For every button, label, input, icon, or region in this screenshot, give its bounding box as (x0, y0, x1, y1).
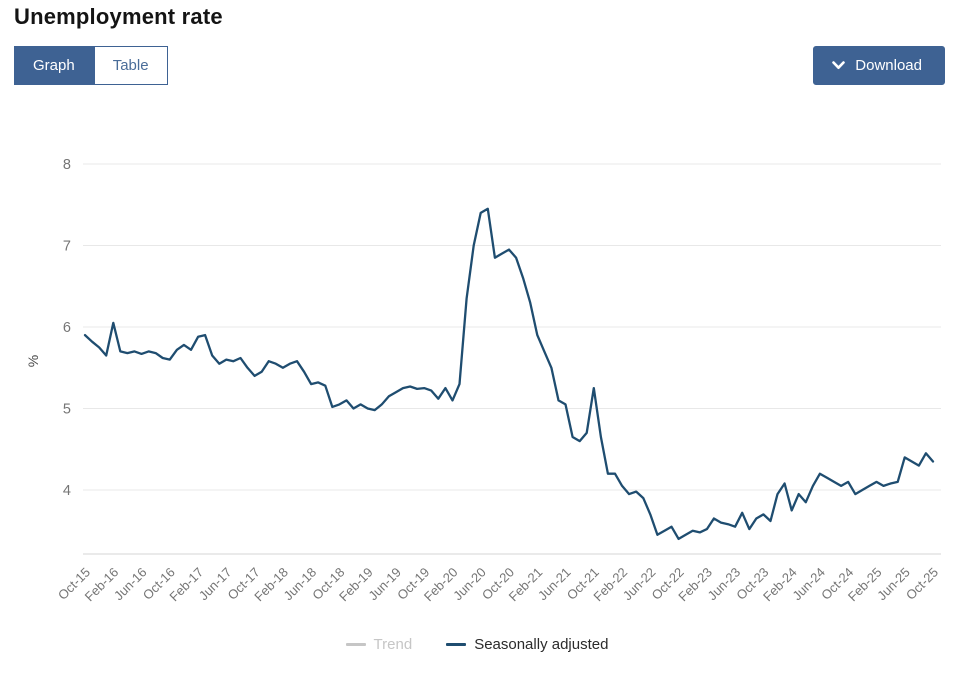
legend-label-seasonally-adjusted: Seasonally adjusted (474, 636, 609, 653)
legend-label-trend: Trend (373, 636, 413, 653)
svg-text:Oct-25: Oct-25 (903, 565, 941, 603)
gridlines (83, 163, 941, 491)
legend-item-seasonally-adjusted[interactable]: Seasonally adjusted (446, 636, 608, 653)
download-button-label: Download (855, 57, 922, 74)
toolbar: Graph Table Download (0, 46, 954, 85)
svg-text:5: 5 (63, 402, 71, 418)
page-title: Unemployment rate (14, 4, 223, 29)
chart-legend: Trend Seasonally adjusted (0, 636, 954, 653)
svg-text:8: 8 (63, 157, 71, 173)
x-axis-tick-labels: Oct-15Feb-16Jun-16Oct-16Feb-17Jun-17Oct-… (55, 565, 941, 605)
svg-text:7: 7 (63, 239, 71, 255)
seasonally-adjusted-line-swatch (446, 643, 467, 646)
view-toggle: Graph Table (14, 46, 168, 85)
table-tab-button[interactable]: Table (93, 46, 168, 85)
legend-item-trend[interactable]: Trend (345, 636, 413, 653)
svg-text:6: 6 (63, 320, 71, 336)
trend-line-swatch (345, 643, 366, 646)
chart: 4 5 6 7 8% Oct-15 Feb-16 Jun-16 Oct-16 Feb-17 Jun-… (0, 109, 954, 634)
download-button[interactable]: Download (813, 46, 945, 85)
series-line-seasonally-adjusted (83, 207, 935, 541)
chart-canvas: 4 5 6 7 8% Oct-15Feb-16Jun-16Oct-16Feb-17Jun-… (25, 157, 941, 605)
page: Unemployment rate Graph Table Download 4… (0, 4, 954, 653)
graph-tab-button[interactable]: Graph (14, 46, 94, 85)
svg-text:4: 4 (63, 483, 71, 499)
y-axis-title: % (25, 355, 41, 367)
chevron-down-icon (832, 61, 846, 70)
y-axis-tick-labels: 4 5 6 7 8 (63, 157, 71, 499)
